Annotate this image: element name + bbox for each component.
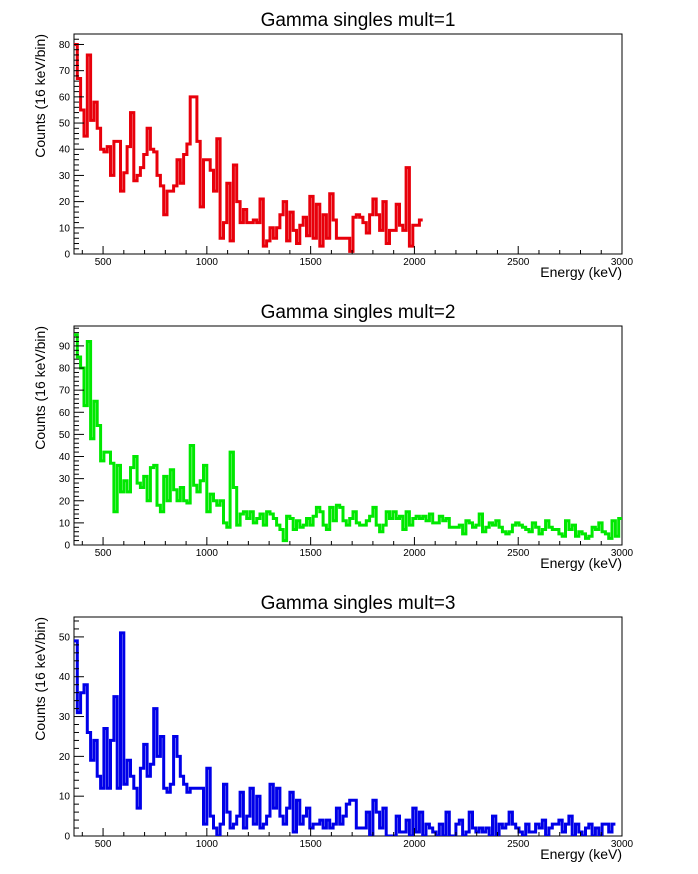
y-tick-label: 50 bbox=[59, 632, 71, 643]
chart-title: Gamma singles mult=3 bbox=[261, 593, 456, 614]
y-axis-label: Counts (16 keV/bin) bbox=[32, 326, 48, 450]
plot-frame bbox=[73, 33, 623, 255]
panel-mult-3: 500 1000 1500 2000 2500 3000 0 10 20 30 40 50 Gamma … bbox=[32, 593, 634, 862]
y-tick-label: 0 bbox=[64, 541, 70, 552]
x-tick-label: 2500 bbox=[507, 839, 530, 850]
y-tick-label: 30 bbox=[59, 712, 71, 723]
x-tick-label: 2000 bbox=[403, 548, 426, 559]
y-tick-label: 10 bbox=[59, 223, 71, 234]
x-tick-label: 3000 bbox=[611, 257, 634, 268]
y-tick-label: 80 bbox=[59, 364, 71, 375]
x-tick-label: 500 bbox=[95, 839, 112, 850]
y-tick-label: 70 bbox=[59, 66, 71, 77]
x-tick-label: 2000 bbox=[403, 839, 426, 850]
chart-title: Gamma singles mult=1 bbox=[261, 10, 456, 31]
x-tick-label: 2500 bbox=[507, 257, 530, 268]
plot-frame bbox=[73, 616, 623, 837]
y-tick-label: 50 bbox=[59, 430, 71, 441]
x-tick-label: 1000 bbox=[196, 548, 219, 559]
x-tick-label: 1500 bbox=[300, 257, 323, 268]
x-tick-label: 3000 bbox=[611, 548, 634, 559]
y-tick-label: 10 bbox=[59, 518, 71, 529]
x-tick-label: 2000 bbox=[403, 257, 426, 268]
x-tick-label: 500 bbox=[95, 548, 112, 559]
x-axis-label: Energy (keV) bbox=[540, 555, 622, 571]
chart-title: Gamma singles mult=2 bbox=[261, 302, 456, 323]
panel-mult-2: 500 1000 1500 2000 2500 3000 0 10 20 30 40 50 60 70 80… bbox=[32, 302, 634, 571]
y-axis-label: Counts (16 keV/bin) bbox=[32, 617, 48, 741]
y-tick-label: 40 bbox=[59, 452, 71, 463]
x-axis-label: Energy (keV) bbox=[540, 846, 622, 862]
x-tick-label: 1000 bbox=[196, 839, 219, 850]
x-tick-label: 500 bbox=[95, 257, 112, 268]
x-axis-label: Energy (keV) bbox=[540, 264, 622, 280]
y-tick-label: 60 bbox=[59, 408, 71, 419]
x-tick-label: 1500 bbox=[300, 839, 323, 850]
y-tick-label: 20 bbox=[59, 197, 71, 208]
y-tick-label: 40 bbox=[59, 145, 71, 156]
y-tick-label: 30 bbox=[59, 474, 71, 485]
y-tick-label: 20 bbox=[59, 752, 71, 763]
x-tick-label: 3000 bbox=[611, 839, 634, 850]
y-tick-label: 60 bbox=[59, 92, 71, 103]
y-tick-label: 20 bbox=[59, 496, 71, 507]
y-tick-label: 50 bbox=[59, 119, 71, 130]
y-tick-label: 40 bbox=[59, 672, 71, 683]
x-tick-label: 1500 bbox=[300, 548, 323, 559]
x-tick-label: 2500 bbox=[507, 548, 530, 559]
x-tick-label: 1000 bbox=[196, 257, 219, 268]
y-axis-label: Counts (16 keV/bin) bbox=[32, 34, 48, 158]
histogram-series bbox=[74, 333, 622, 543]
y-tick-label: 70 bbox=[59, 386, 71, 397]
y-tick-label: 80 bbox=[59, 40, 71, 51]
y-tick-label: 0 bbox=[64, 250, 70, 261]
y-tick-label: 30 bbox=[59, 171, 71, 182]
y-tick-label: 10 bbox=[59, 792, 71, 803]
panel-mult-1: 500 1000 1500 2000 2500 3000 0 10 20 30 40 50 60 70 80… bbox=[32, 10, 634, 280]
histogram-series bbox=[74, 43, 423, 253]
y-tick-label: 90 bbox=[59, 341, 71, 352]
y-tick-label: 0 bbox=[64, 832, 70, 843]
plot-frame bbox=[73, 325, 623, 546]
histogram-series bbox=[74, 631, 616, 836]
